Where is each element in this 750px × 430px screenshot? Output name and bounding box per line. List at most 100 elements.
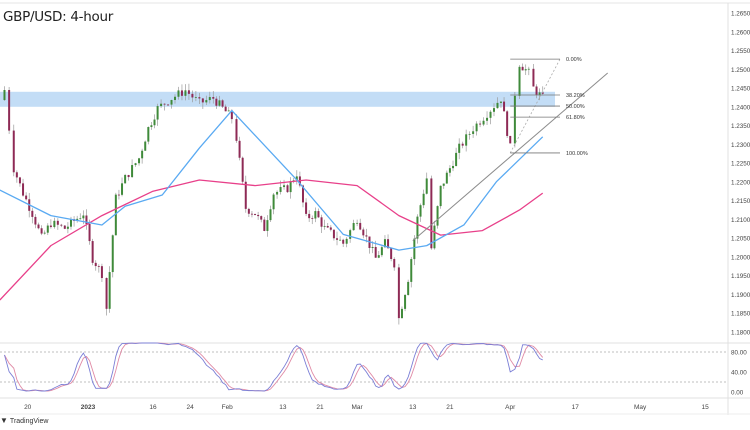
candle-body [91,241,94,263]
candle-body [416,216,419,239]
candle [276,190,279,199]
candle-body [503,101,506,112]
candle-body [436,206,439,226]
candle [238,136,241,161]
candle [156,103,159,126]
candle-body [506,111,509,136]
time-tick-label: Feb [222,404,234,411]
candle [475,121,478,136]
candle-body [308,213,311,219]
candle [472,125,475,138]
candle-body [34,216,37,225]
fibonacci-level-label: 38.20% [566,93,585,99]
candle-body [56,220,59,225]
candle [163,103,166,111]
candle-body [329,227,332,230]
candle-body [289,181,292,193]
candle [332,229,335,241]
candle [269,205,272,222]
candle-body [82,215,85,219]
price-tick-label: 1.22500 [731,161,750,168]
candle-body [111,235,114,273]
candle-body [499,101,502,103]
candle [305,198,308,217]
chart-title: GBP/USD: 4-hour [3,9,113,25]
candle [88,219,91,245]
candle [329,225,332,232]
candle [493,103,495,117]
candle-body [100,266,103,279]
candle [131,159,134,179]
logo-text: TradingView [9,418,49,425]
candle [205,95,208,106]
candle-body [97,266,100,267]
candle [506,110,509,138]
candle [147,126,150,145]
candle [212,91,215,104]
price-tick-label: 1.26000 [731,29,750,36]
candle-body [85,215,88,224]
slow-moving-average-line [0,179,544,301]
candle [18,176,21,187]
candle [257,211,260,220]
candle-body [127,174,130,178]
candle-body [314,211,317,219]
candle-body [212,97,215,99]
stochastic-k-line [4,342,543,392]
candle [37,222,40,230]
candle [532,64,535,87]
candle [138,157,141,166]
candle-body [445,172,448,184]
candle-body [380,247,383,256]
time-tick-label: 21 [446,404,454,411]
candle-body [180,90,183,96]
fast-moving-average-line [0,109,544,251]
candle-body [410,259,413,282]
candle [141,148,144,164]
candle [22,178,25,197]
candle-body [15,172,18,178]
candle-body [524,69,527,71]
candle [359,218,362,231]
candle-body [121,183,124,195]
stochastic-tick-label: 0.00 [731,390,744,397]
candle [121,177,124,197]
candle [308,210,311,222]
candle-body [377,255,380,258]
time-tick-label: 2023 [81,404,96,411]
candle-body [108,272,111,309]
candle-body [493,108,495,112]
candles [3,63,544,325]
candle [496,97,499,109]
time-tick-label: Apr [505,404,516,411]
candle-body [352,223,355,231]
price-tick-label: 1.23000 [731,142,750,149]
candle [208,91,211,104]
candle-body [218,100,221,106]
candle [60,223,63,228]
candle-body [472,131,475,134]
candle [410,256,413,288]
candle-body [425,178,428,194]
candle [260,215,263,223]
price-tick-label: 1.19500 [731,273,750,280]
candle [230,109,233,124]
candle-body [156,106,159,120]
candle [286,183,289,194]
candle [218,95,221,107]
candle-body [269,209,272,221]
price-tick-label: 1.25000 [731,67,750,74]
candle-body [144,141,147,151]
candle-body [227,110,230,112]
candle-body [170,100,173,105]
candle [436,205,439,229]
candle-body [286,185,289,193]
candle [416,214,419,244]
tradingview-logo: ▼ TradingView [0,416,49,425]
stochastic-tick-label: 80.00 [731,350,747,357]
candle [43,230,46,235]
candle-body [413,238,416,260]
candle [144,140,147,151]
candle-body [272,194,275,210]
